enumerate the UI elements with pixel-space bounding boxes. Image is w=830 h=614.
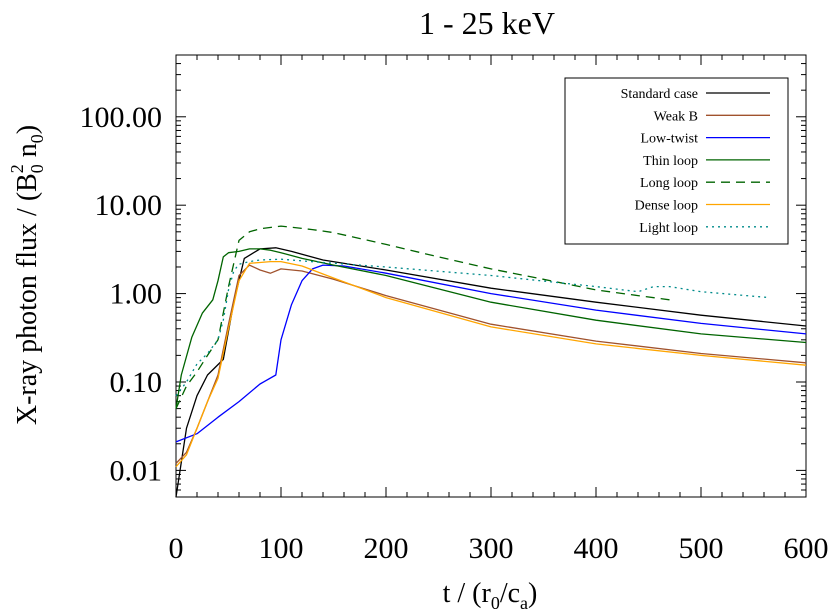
- y-tick-label: 100.00: [80, 101, 163, 134]
- legend-label-thin-loop: Thin loop: [643, 154, 698, 169]
- series-line-thin-loop: [175, 248, 807, 409]
- y-tick-label: 1.00: [110, 278, 163, 311]
- y-tick-label: 10.00: [95, 189, 163, 222]
- y-tick-label: 0.10: [110, 366, 163, 399]
- legend-box: [564, 77, 789, 245]
- series-line-weak-b: [175, 264, 807, 464]
- y-axis-label: X-ray photon flux / (B02 n0): [7, 125, 47, 425]
- series-line-long-loop: [175, 225, 670, 409]
- y-tick-label: 0.01: [110, 454, 163, 487]
- legend-label-long-loop: Long loop: [640, 176, 698, 191]
- x-tick-label: 400: [574, 532, 619, 565]
- x-axis-ticks: 0 100 200 300 400 500 600: [169, 55, 829, 565]
- legend-label-standard-case: Standard case: [621, 87, 698, 102]
- x-tick-label: 100: [259, 532, 304, 565]
- legend-label-low-twist: Low-twist: [640, 132, 698, 147]
- series-line-dense-loop: [175, 260, 807, 468]
- x-tick-label: 300: [469, 532, 514, 565]
- chart-title: 1 - 25 keV: [419, 5, 555, 41]
- x-tick-label: 200: [364, 532, 409, 565]
- y-axis-ticks: 0.01 0.10 1.00 10.00 100.00: [80, 54, 806, 498]
- x-tick-label: 600: [784, 532, 829, 565]
- x-axis-label: t / (r0/ca): [443, 578, 538, 613]
- x-tick-label: 0: [169, 532, 184, 565]
- legend-label-light-loop: Light loop: [639, 221, 698, 236]
- series-line-light-loop: [175, 258, 770, 397]
- legend-label-dense-loop: Dense loop: [635, 199, 698, 214]
- legend: Standard case Weak B Low-twist Thin loop Lon…: [564, 77, 789, 245]
- series-line-standard-case: [175, 247, 807, 498]
- legend-label-weak-b: Weak B: [654, 109, 698, 124]
- series-layer: [175, 225, 807, 498]
- series-line-low-twist: [175, 264, 807, 443]
- x-tick-label: 500: [679, 532, 724, 565]
